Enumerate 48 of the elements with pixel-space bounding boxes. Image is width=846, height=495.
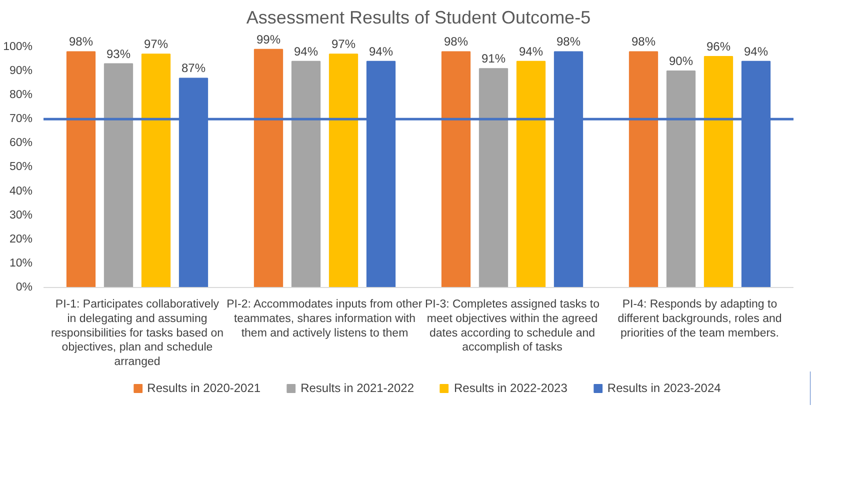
data-label: 98% — [444, 34, 468, 49]
data-label: 97% — [144, 37, 168, 52]
chart-title: Assessment Results of Student Outcome-5 — [246, 8, 591, 28]
data-label: 93% — [106, 46, 131, 61]
y-tick-label: 70% — [9, 113, 33, 126]
y-tick-label: 80% — [9, 89, 33, 102]
x-tick-label: PI-1: Participates collaboratively in delegating and assuming responsibilities for tasks based on objectives, plan and schedule arranged — [50, 298, 224, 368]
data-label: 94% — [744, 44, 768, 58]
bar — [478, 68, 508, 288]
bar — [291, 60, 321, 288]
data-label: 96% — [706, 40, 731, 54]
data-label: 94% — [368, 44, 394, 58]
bar — [66, 51, 96, 288]
legend-label: Results in 2021-2022 — [300, 381, 414, 395]
y-tick-label: 40% — [9, 185, 33, 198]
data-label: 98% — [631, 34, 656, 49]
legend-label: Results in 2022-2023 — [454, 381, 568, 395]
y-tick-label: 90% — [9, 64, 33, 77]
bar — [666, 70, 696, 288]
y-tick-label: 10% — [9, 257, 33, 270]
data-label: 91% — [481, 52, 506, 66]
bar — [516, 60, 546, 288]
bar — [328, 54, 358, 288]
data-label: 98% — [68, 34, 94, 49]
x-tick-label: PI-4: Responds by adapting to different backgrounds, roles and priorities of the team members. — [618, 298, 782, 340]
legend-label: Results in 2023-2024 — [607, 381, 721, 395]
y-tick-label: 20% — [9, 233, 33, 246]
data-label: 98% — [556, 34, 581, 49]
data-label: 94% — [518, 44, 544, 58]
y-tick-label: 50% — [9, 161, 33, 174]
y-tick-label: 100% — [3, 40, 33, 53]
bar — [254, 48, 284, 288]
legend-label: Results in 2020-2021 — [147, 381, 261, 395]
data-label: 99% — [256, 32, 281, 46]
y-tick-label: 30% — [9, 209, 33, 222]
y-tick-label: 0% — [16, 282, 33, 294]
data-label: 97% — [331, 37, 356, 52]
bar — [104, 63, 134, 288]
y-tick-label: 60% — [9, 137, 33, 150]
bar — [628, 51, 658, 288]
x-tick-label: PI-3: Completes assigned tasks to meet objectives within the agreed dates according to schedule and accomplish of tasks — [425, 298, 600, 354]
bar — [141, 54, 171, 288]
data-label: 90% — [668, 54, 694, 68]
data-label: 94% — [294, 44, 318, 58]
bar — [704, 56, 734, 288]
bar — [441, 51, 471, 288]
data-label: 87% — [181, 61, 206, 76]
x-tick-label: PI-2: Accommodates inputs from other teammates, shares information with them and actively listens to them — [226, 298, 422, 340]
